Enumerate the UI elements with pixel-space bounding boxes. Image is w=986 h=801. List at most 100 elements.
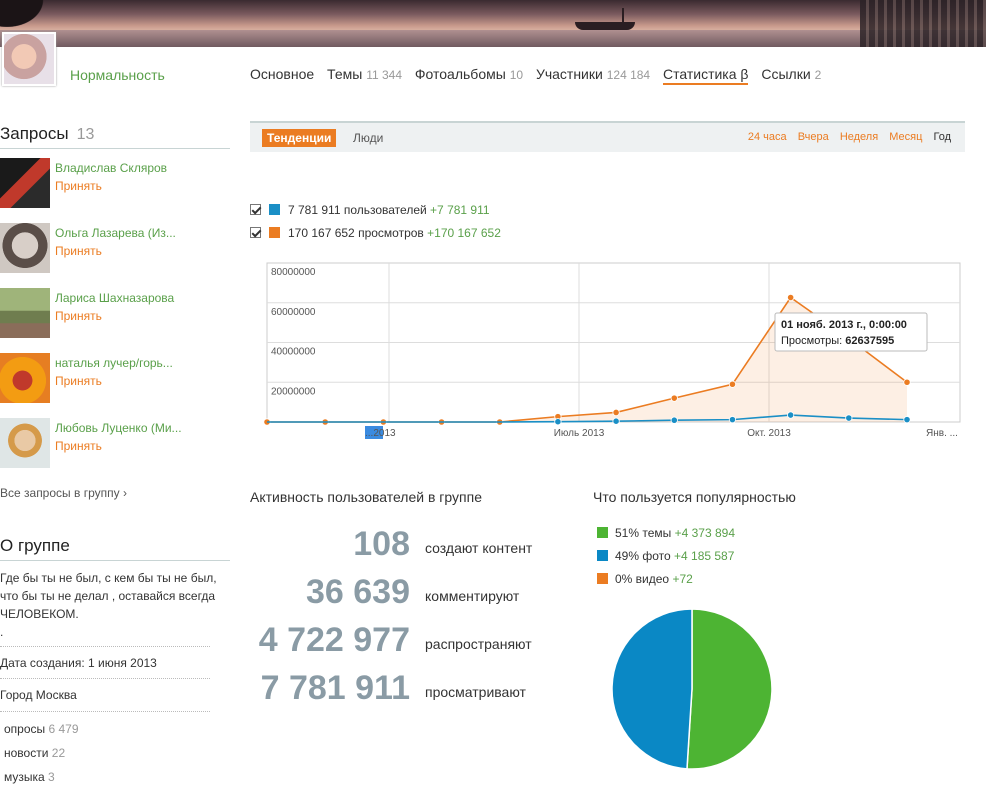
request-avatar[interactable] <box>0 158 50 208</box>
tag-music[interactable]: музыка 3 <box>4 770 55 784</box>
tooltip-title: 01 нояб. 2013 г., 0:00:00 <box>781 319 907 331</box>
tab-topics[interactable]: Темы 11 344 <box>327 66 402 82</box>
pie-slice-1[interactable] <box>611 608 693 770</box>
activity-row-comments: 36 639 комментируют <box>250 573 550 613</box>
stats-toolbar: Тенденции Люди 24 часа Вчера Неделя Меся… <box>250 121 965 152</box>
tab-main-label: Основное <box>250 66 315 82</box>
users-point[interactable] <box>670 416 678 424</box>
views-legend-delta: +170 167 652 <box>427 226 501 240</box>
period-week[interactable]: Неделя <box>839 131 879 143</box>
request-avatar[interactable] <box>0 353 50 403</box>
y-tick-label: 20000000 <box>271 386 316 397</box>
users-checkbox[interactable] <box>250 204 261 215</box>
activity-number: 36 639 <box>306 573 410 611</box>
activity-title: Активность пользователей в группе <box>250 489 482 505</box>
requests-title: Запросы <box>0 124 69 143</box>
views-point[interactable] <box>728 380 737 388</box>
tab-statistics[interactable]: Статистика β <box>663 66 749 85</box>
period-yesterday[interactable]: Вчера <box>797 131 829 143</box>
users-point[interactable] <box>787 411 795 419</box>
views-point[interactable] <box>612 408 620 417</box>
views-legend-text: 170 167 652 просмотров <box>288 226 424 240</box>
city: Город Москва <box>0 688 77 702</box>
tab-photo-albums[interactable]: Фотоальбомы 10 <box>415 66 523 82</box>
tag-label: новости <box>4 746 49 760</box>
group-name[interactable]: Нормальность <box>70 67 165 83</box>
chart-tooltip: 01 нояб. 2013 г., 0:00:00 Просмотры: 6263… <box>774 312 928 352</box>
users-point[interactable] <box>554 418 562 426</box>
tooltip-label: Просмотры: 62637595 <box>781 335 894 347</box>
tab-photo-albums-count: 10 <box>509 68 524 82</box>
tab-links[interactable]: Ссылки 2 <box>761 66 821 82</box>
tag-news[interactable]: новости 22 <box>4 746 65 760</box>
legend-views: 170 167 652 просмотров +170 167 652 <box>250 226 501 240</box>
users-point[interactable] <box>845 414 853 422</box>
accept-request-button[interactable]: Принять <box>55 179 102 193</box>
popularity-topics: 51% темы +4 373 894 <box>597 526 735 540</box>
activity-label: просматривают <box>425 684 526 700</box>
banner-boat <box>575 22 635 30</box>
tag-count: 6 479 <box>48 722 79 736</box>
period-24h[interactable]: 24 часа <box>747 131 787 143</box>
popularity-pie-chart <box>611 608 773 770</box>
tab-trends[interactable]: Тенденции <box>262 129 337 147</box>
users-swatch <box>269 204 280 215</box>
views-point[interactable] <box>903 378 911 386</box>
accept-request-button[interactable]: Принять <box>55 309 102 323</box>
tab-photo-albums-label: Фотоальбомы <box>414 66 506 82</box>
tab-members-count: 124 184 <box>606 68 651 82</box>
accept-request-button[interactable]: Принять <box>55 244 102 258</box>
all-requests-link[interactable]: Все запросы в группу › <box>0 486 127 500</box>
request-item: Ольга Лазарева (Из... Принять <box>0 223 230 275</box>
views-checkbox[interactable] <box>250 227 261 238</box>
period-year[interactable]: Год <box>933 131 951 143</box>
request-avatar[interactable] <box>0 288 50 338</box>
tooltip-box <box>774 312 928 352</box>
popularity-text: 51% темы <box>615 526 672 540</box>
request-name[interactable]: Любовь Луценко (Ми... <box>55 421 182 435</box>
users-point[interactable] <box>612 417 620 425</box>
y-tick-label: 60000000 <box>271 307 316 318</box>
y-tick-label: 80000000 <box>271 267 316 278</box>
activity-row-views: 7 781 911 просматривают <box>250 669 550 709</box>
request-name[interactable]: Ольга Лазарева (Из... <box>55 226 176 240</box>
pie-slice-0[interactable] <box>686 608 773 770</box>
activity-row-shares: 4 722 977 распространяют <box>250 621 550 661</box>
accept-request-button[interactable]: Принять <box>55 439 102 453</box>
tab-people[interactable]: Люди <box>353 131 384 145</box>
divider <box>0 711 210 712</box>
request-avatar[interactable] <box>0 418 50 468</box>
users-line <box>267 414 908 423</box>
request-name[interactable]: наталья лучер/горь... <box>55 356 173 370</box>
popularity-title: Что пользуется популярностью <box>593 489 796 505</box>
users-point[interactable] <box>728 416 737 424</box>
about-title: О группе <box>0 536 70 555</box>
video-swatch <box>597 573 608 584</box>
accept-request-button[interactable]: Принять <box>55 374 102 388</box>
period-month[interactable]: Месяц <box>889 131 923 143</box>
divider <box>0 646 210 647</box>
tag-polls[interactable]: опросы 6 479 <box>4 722 79 736</box>
views-point[interactable] <box>787 293 795 302</box>
request-avatar[interactable] <box>0 223 50 273</box>
tab-main[interactable]: Основное <box>250 66 314 82</box>
request-name[interactable]: Владислав Скляров <box>55 161 168 175</box>
activity-label: комментируют <box>425 588 520 604</box>
views-point[interactable] <box>670 394 678 402</box>
requests-count: 13 <box>76 126 95 143</box>
about-header: О группе <box>0 536 230 561</box>
tab-members[interactable]: Участники 124 184 <box>536 66 650 82</box>
activity-number: 7 781 911 <box>260 669 410 707</box>
users-legend-text: 7 781 911 пользователей <box>288 203 427 217</box>
group-nav: Основное Темы 11 344 Фотоальбомы 10 Учас… <box>250 66 830 85</box>
users-point[interactable] <box>903 416 911 424</box>
request-item: Лариса Шахназарова Принять <box>0 288 230 340</box>
request-item: Любовь Луценко (Ми... Принять <box>0 418 230 470</box>
banner-bungalow <box>860 0 986 47</box>
request-item: наталья лучер/горь... Принять <box>0 353 230 405</box>
tab-topics-label: Темы <box>327 66 363 82</box>
about-description: Где бы ты не был, с кем бы ты не был, чт… <box>0 569 222 641</box>
activity-row-content: 108 создают контент <box>250 525 550 565</box>
group-avatar[interactable] <box>2 32 56 86</box>
request-name[interactable]: Лариса Шахназарова <box>55 291 175 305</box>
